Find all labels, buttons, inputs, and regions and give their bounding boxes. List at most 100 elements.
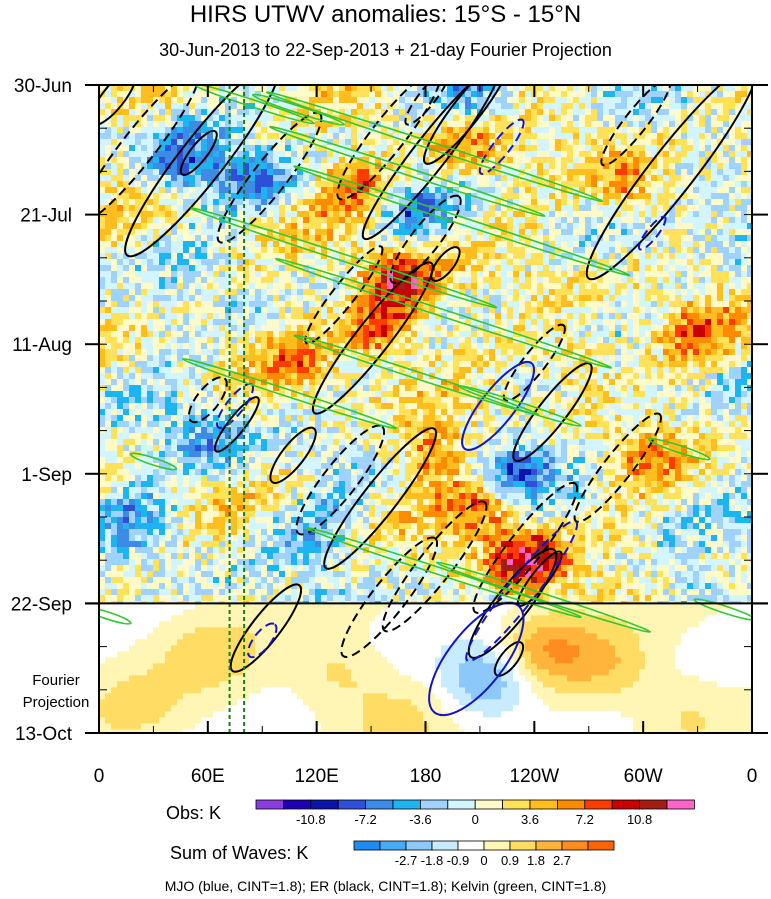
er-contour	[304, 245, 384, 345]
colorbar-swatch	[502, 799, 531, 810]
colorbar-swatch	[310, 799, 339, 810]
er-contour	[124, 85, 281, 258]
kelvin-contour	[648, 437, 711, 461]
y-tick-label: 22-Sep	[11, 594, 72, 615]
mjo-contour	[428, 601, 525, 717]
er-contour	[99, 85, 138, 126]
er-contour	[472, 481, 579, 614]
colorbar-tick-label: -1.8	[421, 853, 443, 868]
chart-title: HIRS UTWV anomalies: 15°S - 15°N	[189, 1, 582, 28]
x-tick-label: 0	[747, 766, 758, 787]
mjo-contour	[461, 360, 535, 451]
colorbar-tick-label: -3.6	[409, 812, 431, 827]
colorbar-tick-label: 0	[480, 853, 487, 868]
kelvin-contour	[305, 526, 582, 619]
kelvin-contour	[293, 165, 631, 277]
colorbar-swatch	[365, 799, 394, 810]
contour-legend: MJO (blue, CINT=1.8); ER (black, CINT=1.…	[164, 878, 607, 894]
mjo-contours	[216, 118, 667, 717]
colorbar-swatch	[611, 799, 641, 810]
colorbar-swatch	[255, 799, 284, 810]
x-tick-label: 120W	[510, 766, 560, 787]
er-contour	[323, 427, 438, 570]
colorbar-swatch	[337, 799, 367, 810]
colorbar-swatch	[474, 799, 504, 810]
er-contour	[311, 261, 434, 415]
er-contour	[381, 500, 488, 633]
er-contour	[430, 246, 461, 282]
kelvin-contour	[457, 385, 582, 427]
er-contour	[340, 536, 439, 658]
colorbar-tick-label: -2.7	[395, 853, 417, 868]
er-contour	[512, 362, 593, 462]
kelvin-contour	[265, 91, 604, 203]
colorbar-tick-label: -10.8	[296, 812, 326, 827]
kelvin-contour	[191, 85, 316, 125]
er-contour	[467, 547, 558, 659]
kelvin-contour	[99, 606, 132, 625]
waves-colorbar-title: Sum of Waves: K	[170, 843, 309, 863]
obs-colorbar: -10.8 -7.2 -3.6 0 3.6 7.2 10.8	[255, 799, 695, 827]
colorbar-tick-label: 10.8	[627, 812, 652, 827]
colorbar-swatch	[457, 840, 485, 851]
er-contour	[361, 85, 501, 241]
x-tick-label: 120E	[294, 766, 338, 787]
colorbar-swatch	[431, 840, 459, 851]
kelvin-contour	[251, 93, 346, 126]
kelvin-contour	[274, 257, 613, 369]
colorbar-swatch	[392, 799, 421, 810]
obs-colorbar-title: Obs: K	[166, 803, 222, 823]
er-contour	[585, 85, 752, 281]
kelvin-contour	[269, 125, 546, 217]
er-contour	[269, 426, 317, 484]
waves-colorbar: -2.7 -1.8 -0.9 0 0.9 1.8 2.7	[353, 840, 615, 868]
colorbar-swatch	[535, 840, 563, 851]
er-contours	[99, 85, 752, 677]
er-contour	[423, 85, 512, 165]
y-tick-label: 1-Sep	[21, 465, 72, 486]
colorbar-swatch	[529, 799, 558, 810]
er-contour	[179, 129, 218, 176]
chart-subtitle: 30-Jun-2013 to 22-Sep-2013 + 21-day Four…	[159, 40, 612, 60]
er-contour	[99, 85, 200, 224]
er-contour	[493, 641, 525, 677]
colorbar-swatch	[639, 799, 668, 810]
y-tick-label: 30-Jun	[14, 76, 72, 97]
colorbar-tick-label: 2.7	[553, 853, 571, 868]
kelvin-contours	[99, 85, 752, 633]
colorbar-swatch	[666, 799, 695, 810]
colorbar-swatch	[419, 799, 449, 810]
colorbar-swatch	[587, 840, 615, 851]
projection-label: Projection	[23, 694, 90, 711]
kelvin-contour	[693, 598, 752, 621]
kelvin-contour	[129, 452, 178, 471]
kelvin-contour	[190, 207, 498, 309]
y-tick-label: 11-Aug	[12, 335, 72, 356]
colorbar-tick-label: -0.9	[447, 853, 469, 868]
er-contour	[502, 323, 566, 402]
colorbar-swatch	[282, 799, 312, 810]
er-contour	[229, 583, 303, 673]
colorbar-swatch	[379, 840, 407, 851]
colorbar-swatch	[561, 840, 589, 851]
er-contour	[600, 85, 672, 167]
x-tick-label: 180	[410, 766, 442, 787]
colorbar-swatch	[483, 840, 511, 851]
colorbar-tick-label: 0	[472, 812, 479, 827]
mjo-contour	[478, 118, 525, 175]
colorbar-tick-label: -7.2	[354, 812, 376, 827]
x-tick-label: 60E	[191, 766, 225, 787]
colorbar-tick-label: 1.8	[527, 853, 545, 868]
colorbar-swatch	[353, 840, 381, 851]
mjo-contour	[637, 215, 667, 251]
er-contour	[404, 85, 451, 126]
colorbar-swatch	[509, 840, 537, 851]
colorbar-swatch	[557, 799, 586, 810]
colorbar-swatch	[584, 799, 613, 810]
er-contour	[295, 424, 386, 536]
projection-label: Fourier	[32, 672, 80, 689]
y-tick-label: 13-Oct	[15, 724, 73, 745]
colorbar-swatch	[405, 840, 433, 851]
colorbar-tick-label: 7.2	[576, 812, 594, 827]
